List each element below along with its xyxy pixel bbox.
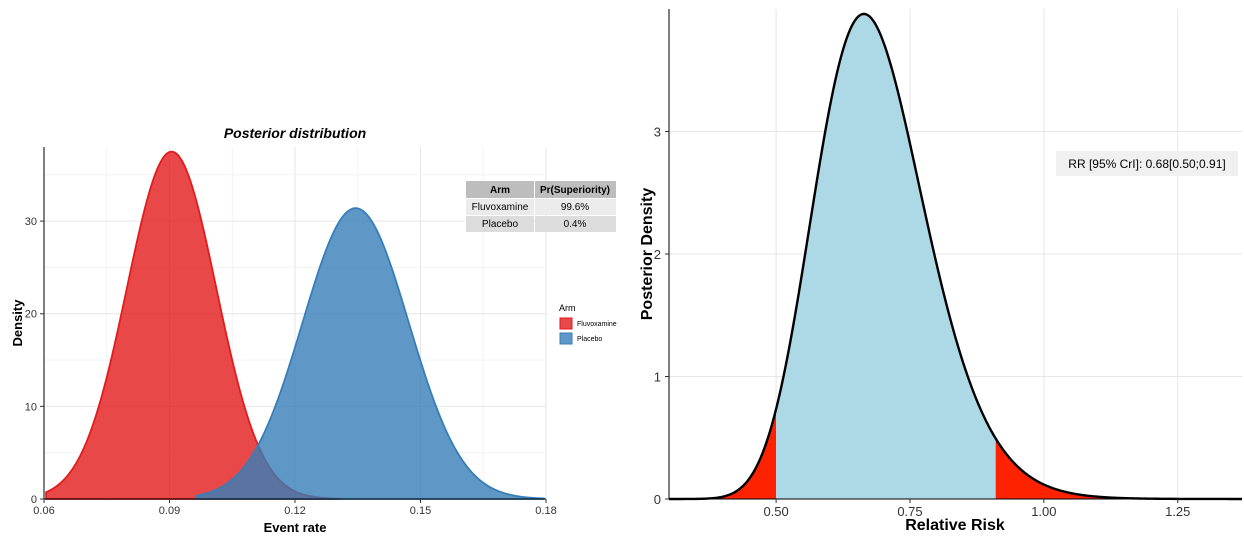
right-y-axis-title: Posterior Density	[639, 188, 656, 321]
right-x-tick-label: 0.50	[763, 504, 788, 519]
left-x-tick-label: 0.18	[535, 505, 556, 517]
left-x-tick-label: 0.15	[410, 505, 431, 517]
right-y-tick-label: 0	[654, 492, 661, 507]
left-y-tick-label: 10	[25, 401, 37, 413]
rr-annotation-box	[1056, 151, 1238, 176]
credible-interval-area	[776, 13, 996, 500]
table-cell	[535, 199, 616, 215]
left-y-axis-title: Density	[10, 299, 25, 347]
table-header-arm: Arm	[490, 185, 510, 196]
table-header-superiority: Pr(Superiority)	[540, 185, 610, 196]
right-y-tick-label: 1	[654, 370, 661, 385]
left-density-areas	[45, 150, 545, 500]
right-y-tick-label: 3	[654, 125, 661, 140]
legend-swatch-fluvoxamine	[559, 317, 573, 330]
rr-annotation: RR [95% CrI]: 0.68[0.50;0.91]	[1068, 157, 1225, 171]
table-cell	[466, 216, 534, 232]
right-ticks: 0.50 0.75 1.00 1.25 0 1 2 3	[654, 125, 1191, 520]
density-area-placebo	[195, 207, 545, 500]
left-x-tick-label: 0.06	[33, 505, 54, 517]
left-y-tick-label: 30	[25, 216, 37, 228]
table-cell	[535, 216, 616, 232]
right-y-tick-label: 2	[654, 247, 661, 262]
right-x-axis-title: Relative Risk	[905, 517, 1005, 534]
left-y-tick-label: 20	[25, 309, 37, 321]
left-x-tick-label: 0.09	[159, 505, 180, 517]
legend-label-placebo: Placebo	[577, 336, 602, 343]
relative-risk-chart: 0.50 0.75 1.00 1.25 0 1 2 3 Relative Risk Poste…	[639, 9, 1242, 534]
legend-title: Arm	[559, 303, 576, 313]
left-ticks: 0.06 0.09 0.12 0.15 0.18 0 10 20 30	[25, 216, 557, 517]
left-y-tick-label: 0	[31, 494, 37, 506]
right-x-tick-label: 0.75	[897, 504, 922, 519]
table-cell-arm: Fluvoxamine	[472, 202, 529, 213]
left-x-axis-title: Event rate	[264, 520, 327, 535]
left-x-tick-label: 0.12	[284, 505, 305, 517]
upper-tail-area	[995, 438, 1242, 499]
lower-tail-area	[669, 408, 777, 499]
legend: Arm Fluvoxamine Placebo	[559, 303, 617, 345]
table-cell-arm: Placebo	[482, 219, 519, 230]
posterior-distribution-chart: 0.06 0.09 0.12 0.15 0.18 0 10 20 30 Posterior di…	[10, 125, 617, 535]
table-header-cell	[466, 181, 534, 198]
table-cell	[466, 199, 534, 215]
left-chart-title: Posterior distribution	[224, 125, 366, 141]
legend-swatch-placebo	[559, 332, 573, 345]
superiority-table: Arm Pr(Superiority) Fluvoxamine 99.6% Pl…	[466, 181, 616, 232]
right-x-tick-label: 1.25	[1165, 504, 1190, 519]
table-header-cell	[535, 181, 616, 198]
right-x-tick-label: 1.00	[1031, 504, 1056, 519]
legend-label-fluvoxamine: Fluvoxamine	[577, 321, 617, 328]
table-cell-value: 99.6%	[561, 202, 589, 213]
table-cell-value: 0.4%	[564, 219, 587, 230]
